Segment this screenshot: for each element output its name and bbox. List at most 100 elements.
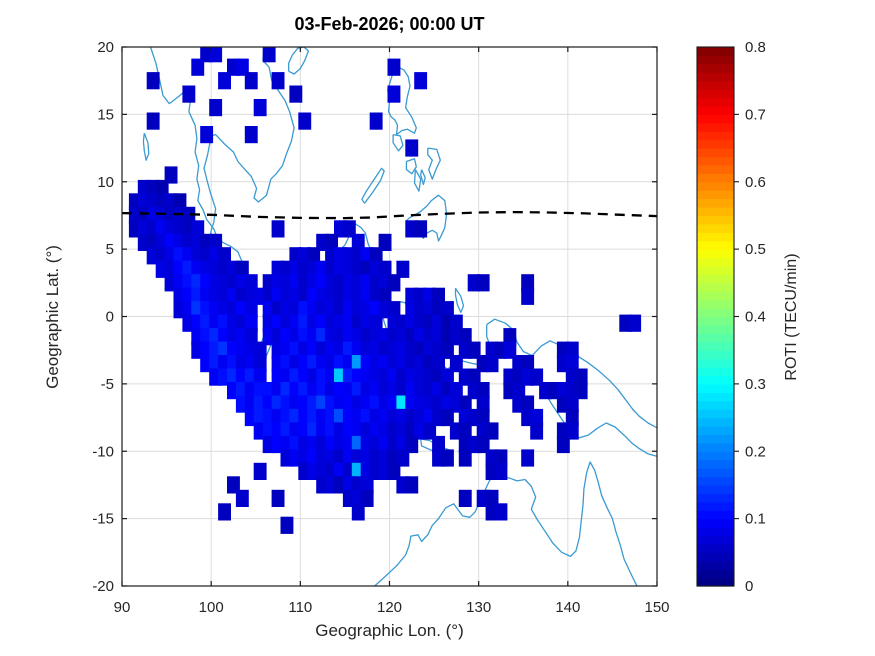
colorbar-tick-label: 0 bbox=[745, 578, 753, 595]
roti-cell bbox=[628, 314, 642, 332]
roti-cell bbox=[200, 126, 214, 144]
coastline bbox=[373, 461, 638, 586]
roti-cell bbox=[530, 408, 544, 427]
roti-cell bbox=[235, 260, 249, 278]
colorbar-step bbox=[697, 400, 734, 410]
roti-cell bbox=[574, 368, 588, 386]
colorbar-step bbox=[697, 560, 734, 570]
colorbar-step bbox=[697, 383, 734, 393]
roti-cell bbox=[271, 220, 285, 238]
x-axis-label: Geographic Lon. (°) bbox=[315, 621, 464, 640]
colorbar-step bbox=[697, 198, 734, 208]
roti-cell bbox=[574, 382, 588, 400]
roti-cell bbox=[432, 435, 445, 454]
tick-labels: 90 100 110 120 130 140 150 -20 -15 -10 -5 0 5 10 15 20 bbox=[92, 39, 669, 616]
colorbar-step bbox=[697, 105, 734, 115]
roti-cell bbox=[360, 476, 374, 494]
colorbar-step bbox=[697, 122, 734, 132]
roti-cell bbox=[280, 516, 294, 534]
coastline bbox=[413, 169, 422, 192]
colorbar-step bbox=[697, 257, 734, 267]
roti-cell bbox=[503, 341, 517, 359]
roti-cell bbox=[325, 233, 338, 251]
roti-cell bbox=[530, 368, 544, 386]
colorbar-step bbox=[697, 476, 734, 486]
colorbar-step bbox=[697, 55, 734, 65]
roti-cell bbox=[458, 449, 472, 467]
colorbar-step bbox=[697, 493, 734, 503]
colorbar-step bbox=[697, 417, 734, 427]
roti-cell bbox=[494, 449, 508, 467]
roti-cell bbox=[396, 260, 410, 278]
roti-cell bbox=[235, 489, 249, 507]
roti-cell bbox=[441, 301, 454, 319]
roti-cell bbox=[218, 503, 231, 521]
roti-cell bbox=[521, 395, 535, 413]
colorbar-step bbox=[697, 341, 734, 351]
roti-cell bbox=[521, 355, 535, 373]
roti-cell bbox=[458, 422, 472, 440]
y-tick-label: -5 bbox=[101, 376, 114, 393]
colorbar-step bbox=[697, 324, 734, 334]
colorbar-step bbox=[697, 181, 734, 191]
colorbar: 0 0.1 0.2 0.3 0.4 0.5 0.6 0.7 0.8 bbox=[696, 39, 766, 595]
roti-cell bbox=[262, 47, 276, 63]
colorbar-step bbox=[697, 527, 734, 537]
colorbar-step bbox=[697, 274, 734, 284]
roti-cell bbox=[155, 179, 169, 198]
roti-cell bbox=[146, 112, 160, 130]
y-tick-label: -20 bbox=[92, 578, 114, 595]
colorbar-step bbox=[697, 375, 734, 385]
roti-cell bbox=[458, 328, 472, 346]
colorbar-step bbox=[697, 148, 734, 158]
colorbar-step bbox=[697, 358, 734, 368]
colorbar-tick-label: 0.3 bbox=[745, 376, 766, 393]
colorbar-step bbox=[697, 425, 734, 435]
roti-cell bbox=[423, 422, 437, 440]
colorbar-step bbox=[697, 72, 734, 82]
colorbar-step bbox=[697, 47, 734, 57]
colorbar-step bbox=[697, 442, 734, 452]
roti-cell bbox=[342, 220, 356, 238]
roti-cell bbox=[414, 220, 428, 238]
roti-cell bbox=[458, 489, 472, 507]
roti-cell bbox=[521, 287, 535, 305]
roti-cell bbox=[476, 408, 490, 427]
roti-cell bbox=[432, 355, 445, 373]
colorbar-step bbox=[697, 139, 734, 149]
colorbar-step bbox=[697, 510, 734, 520]
colorbar-step bbox=[697, 543, 734, 553]
roti-cell bbox=[191, 58, 205, 76]
roti-cell bbox=[565, 422, 579, 440]
colorbar-step bbox=[697, 451, 734, 461]
colorbar-tick-label: 0.1 bbox=[745, 511, 766, 528]
colorbar-step bbox=[697, 308, 734, 318]
roti-cell bbox=[253, 99, 267, 117]
roti-cell bbox=[405, 476, 419, 494]
roti-cell bbox=[378, 260, 392, 278]
roti-cell bbox=[146, 72, 160, 90]
colorbar-step bbox=[697, 577, 734, 587]
coastline bbox=[420, 169, 426, 186]
roti-cell bbox=[449, 382, 463, 400]
roti-cell bbox=[360, 489, 374, 507]
colorbar-step bbox=[697, 63, 734, 73]
colorbar-step bbox=[697, 80, 734, 90]
y-tick-label: 15 bbox=[97, 106, 114, 123]
roti-cell bbox=[449, 355, 463, 373]
roti-cell bbox=[351, 503, 365, 521]
roti-cell bbox=[476, 382, 490, 400]
coastline bbox=[405, 158, 417, 175]
roti-cell bbox=[209, 233, 223, 251]
roti-cell bbox=[218, 247, 231, 265]
roti-cell bbox=[494, 462, 508, 480]
roti-cell bbox=[405, 435, 419, 454]
colorbar-step bbox=[697, 291, 734, 301]
y-tick-label: 5 bbox=[106, 241, 114, 258]
roti-cell bbox=[387, 274, 401, 292]
roti-cell bbox=[182, 85, 196, 103]
x-tick-label: 100 bbox=[199, 599, 224, 616]
y-tick-label: 10 bbox=[97, 174, 114, 191]
roti-cell bbox=[565, 355, 579, 373]
